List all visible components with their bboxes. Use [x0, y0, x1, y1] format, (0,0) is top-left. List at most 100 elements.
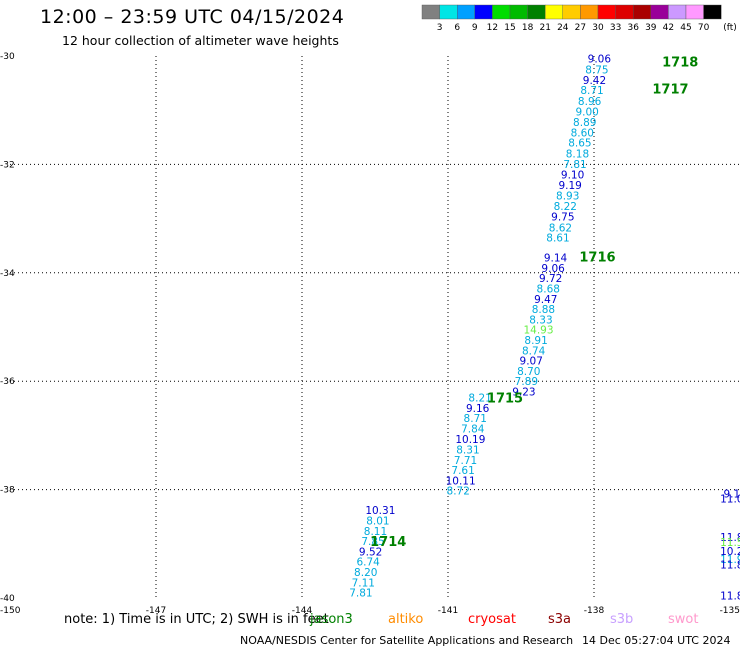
- swh-value: 8.72: [447, 486, 470, 498]
- swh-value: 9.42: [583, 75, 606, 87]
- swh-value: 8.88: [532, 304, 555, 316]
- swh-value: 7.81: [349, 588, 372, 600]
- colorbar-label: 33: [610, 23, 621, 33]
- colorbar-swatch: [668, 4, 687, 20]
- colorbar-swatch: [421, 4, 440, 20]
- swh-value: 8.75: [585, 65, 608, 77]
- colorbar-swatch: [439, 4, 458, 20]
- swh-value: 10.31: [365, 505, 395, 517]
- colorbar-swatch: [650, 4, 669, 20]
- swh-value: 9.14: [544, 253, 568, 265]
- swh-value: 7.11: [352, 577, 375, 589]
- swh-value: 8.89: [573, 117, 596, 129]
- colorbar-unit: (ft): [723, 23, 737, 33]
- swh-value: 8.18: [566, 149, 589, 161]
- x-tick-label: -141: [438, 606, 458, 616]
- swh-value: 8.22: [554, 201, 577, 213]
- color-scale-bar: 3 6 9 12 15 18 21 24 27 30 33 36 39 42 45 70 (ft): [421, 4, 737, 33]
- pass-number-label: 1717: [652, 83, 688, 98]
- axes: -150 -147 -144 -141 -138 -135 -30 -32 -34 -36 -38 -…: [0, 52, 740, 616]
- colorbar-swatch: [545, 4, 564, 20]
- swh-value: 9.23: [512, 386, 535, 398]
- swh-value: 7.71: [454, 455, 477, 467]
- colorbar-label: 42: [663, 23, 674, 33]
- colorbar-swatch: [597, 4, 616, 20]
- colorbar-swatch: [492, 4, 511, 20]
- colorbar-label: 9: [472, 23, 478, 33]
- swh-value: 8.71: [580, 85, 603, 97]
- colorbar-label: 12: [487, 23, 498, 33]
- credit-line: NOAA/NESDIS Center for Satellite Applica…: [240, 634, 574, 647]
- swh-value: 8.71: [464, 413, 487, 425]
- y-tick-label: -32: [0, 160, 15, 170]
- colorbar-swatch: [633, 4, 652, 20]
- swh-value: 7.61: [451, 465, 474, 477]
- colorbar-swatch: [703, 4, 722, 20]
- colorbar-label: 24: [557, 23, 569, 33]
- swh-value: 8.91: [524, 335, 547, 347]
- swh-value: 7.84: [461, 423, 485, 435]
- colorbar-label: 18: [522, 23, 534, 33]
- x-tick-label: -144: [292, 606, 313, 616]
- swh-value: 8.31: [456, 444, 479, 456]
- legend-cryosat: cryosat: [468, 612, 516, 627]
- y-tick-label: -34: [0, 269, 15, 279]
- y-tick-label: -40: [0, 594, 15, 604]
- swh-value: 9.10: [561, 170, 584, 182]
- swh-value: 9.75: [551, 211, 574, 223]
- colorbar-label: 27: [575, 23, 586, 33]
- colorbar-label: 39: [645, 23, 657, 33]
- chart-subtitle: 12 hour collection of altimeter wave hei…: [62, 33, 339, 48]
- swh-value: 9.47: [534, 294, 557, 306]
- colorbar-swatch: [474, 4, 493, 20]
- swh-value: 9.00: [575, 106, 598, 118]
- colorbar-swatch: [509, 4, 528, 20]
- colorbar-swatch: [615, 4, 634, 20]
- pass-number-label: 1718: [662, 55, 698, 70]
- colorbar-swatch: [562, 4, 581, 20]
- swh-value: 9.72: [539, 273, 562, 285]
- legend-s3b: s3b: [610, 612, 634, 627]
- x-tick-label: -138: [584, 606, 605, 616]
- swh-value: 8.01: [366, 515, 389, 527]
- swh-value: 8.68: [537, 284, 560, 296]
- swh-value: 8.20: [354, 567, 377, 579]
- colorbar-label: 45: [680, 23, 691, 33]
- swh-value: 9.19: [723, 488, 740, 500]
- swh-value: 10.19: [455, 434, 485, 446]
- swh-value: 11.87: [720, 590, 740, 602]
- swh-value: 8.74: [522, 345, 546, 357]
- x-tick-label: -150: [0, 606, 21, 616]
- colorbar-label: 21: [539, 23, 550, 33]
- swh-value: 11.00: [720, 493, 740, 505]
- swh-value: 8.11: [364, 526, 387, 538]
- data-points: 9.068.759.428.718.969.008.898.608.658.18…: [349, 54, 740, 603]
- y-tick-label: -36: [0, 377, 15, 387]
- legend-swot: swot: [668, 612, 699, 627]
- y-tick-label: -30: [0, 52, 15, 62]
- swh-value: 8.65: [568, 138, 591, 150]
- swh-value: 9.16: [466, 403, 490, 415]
- legend-s3a: s3a: [548, 612, 572, 627]
- colorbar-label: 30: [592, 23, 604, 33]
- x-tick-label: -135: [720, 606, 740, 616]
- pass-number-label: 1714: [370, 535, 406, 550]
- colorbar-swatch: [580, 4, 599, 20]
- swh-value: 8.70: [517, 366, 540, 378]
- swh-value: 9.19: [558, 180, 581, 192]
- swh-value: 10.29: [720, 546, 740, 558]
- swh-value: 8.96: [578, 96, 602, 108]
- swh-value: 9.07: [520, 356, 543, 368]
- swh-value: 7.89: [515, 376, 538, 388]
- swh-value: 9.06: [541, 263, 565, 275]
- colorbar-label: 15: [504, 23, 515, 33]
- pass-labels: 1718 1717 1716 1715 1714: [370, 55, 698, 550]
- y-tick-label: -38: [0, 486, 15, 496]
- colorbar-swatch: [457, 4, 476, 20]
- swh-value: 7.81: [563, 159, 586, 171]
- colorbar-label: 70: [698, 23, 710, 33]
- colorbar-label: 6: [454, 23, 460, 33]
- legend-jason3: jason3: [310, 612, 353, 627]
- swh-value: 8.62: [549, 222, 572, 234]
- swh-value: 9.06: [588, 54, 612, 66]
